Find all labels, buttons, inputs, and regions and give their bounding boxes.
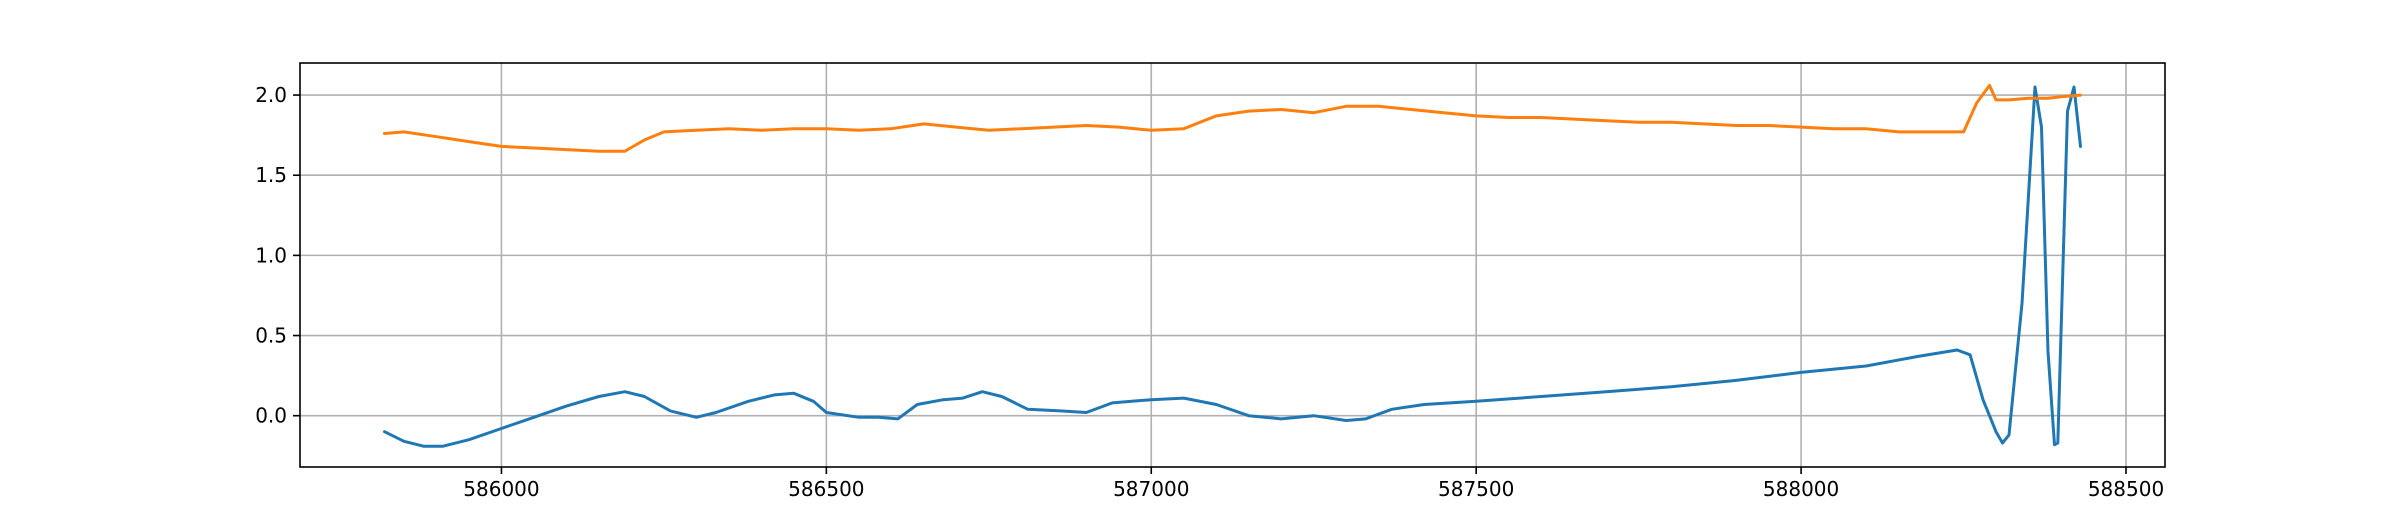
- y-tick-label: 0.5: [255, 324, 287, 348]
- x-tick-label: 588000: [1763, 477, 1839, 501]
- y-tick-label: 0.0: [255, 404, 287, 428]
- x-tick-label: 587500: [1438, 477, 1514, 501]
- y-tick-label: 1.5: [255, 163, 287, 187]
- x-tick-label: 586500: [788, 477, 864, 501]
- x-tick-label: 586000: [463, 477, 539, 501]
- x-axis: 586000 586500 587000 587500 588000 588500: [463, 467, 2164, 501]
- x-tick-label: 587000: [1113, 477, 1189, 501]
- y-tick-label: 1.0: [255, 243, 287, 267]
- series-line-2: [383, 83, 2082, 153]
- y-axis: 0.0 0.5 1.0 1.5 2.0: [255, 83, 300, 428]
- grid: [300, 63, 2165, 467]
- series-layer: [383, 83, 2082, 448]
- y-tick-label: 2.0: [255, 83, 287, 107]
- series-line-1: [383, 85, 2082, 448]
- x-tick-label: 588500: [2088, 477, 2164, 501]
- plot-frame: [299, 62, 2166, 468]
